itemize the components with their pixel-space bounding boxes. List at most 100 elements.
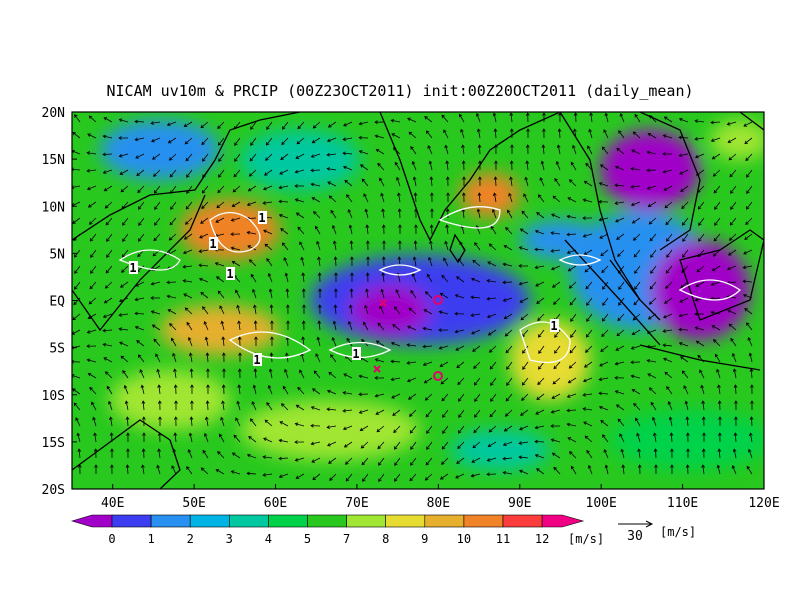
wind-arrow	[201, 185, 209, 194]
wind-arrow	[423, 377, 433, 384]
wind-arrow	[278, 438, 289, 443]
wind-arrow	[120, 281, 129, 288]
wind-arrow	[76, 432, 81, 443]
wind-arrow	[505, 227, 513, 235]
wind-arrow	[326, 389, 337, 395]
wind-arrow	[710, 310, 721, 315]
wind-arrow	[474, 409, 481, 418]
wind-arrow	[294, 184, 305, 188]
wind-arrow	[570, 465, 577, 475]
wind-arrow	[634, 265, 641, 274]
wind-arrow	[235, 417, 241, 427]
wind-arrow	[747, 448, 753, 459]
wind-arrow	[455, 473, 465, 479]
wind-arrow	[87, 133, 97, 139]
wind-arrow	[343, 441, 353, 448]
colorbar-label: 4	[265, 532, 272, 546]
wind-arrow	[636, 432, 641, 443]
wind-arrow	[648, 297, 657, 305]
colorbar-label: 5	[304, 532, 311, 546]
wind-arrow	[377, 162, 385, 171]
wind-arrow	[342, 391, 353, 395]
wind-arrow	[93, 432, 97, 443]
wind-arrow	[587, 464, 593, 475]
wind-arrow	[102, 134, 113, 139]
wind-arrow	[94, 464, 98, 475]
wind-arrow	[744, 137, 753, 145]
wind-arrow	[246, 230, 257, 235]
x-tick-label: 70E	[345, 496, 368, 511]
wind-arrow	[342, 408, 353, 413]
wind-arrow	[585, 329, 593, 338]
wind-arrow	[299, 241, 305, 251]
wind-arrow	[566, 408, 577, 413]
wind-arrow	[502, 441, 513, 447]
wind-arrow	[637, 464, 642, 475]
wind-arrow	[429, 192, 434, 203]
wind-arrow	[685, 464, 690, 475]
wind-arrow	[526, 128, 530, 139]
wind-arrow	[490, 225, 497, 235]
wind-arrow	[102, 328, 113, 333]
wind-arrow	[697, 201, 705, 210]
wind-arrow	[409, 473, 417, 482]
wind-arrow	[734, 416, 738, 427]
wind-arrow	[489, 361, 497, 370]
wind-arrow	[326, 152, 337, 157]
wind-arrow	[440, 377, 449, 385]
wind-arrow	[220, 320, 225, 331]
wind-arrow	[743, 249, 753, 255]
wind-arrow	[588, 128, 593, 139]
wind-arrow	[332, 240, 337, 251]
wind-arrow	[281, 137, 289, 146]
wind-arrow	[167, 137, 177, 144]
wind-arrow	[198, 277, 209, 283]
wind-arrow	[454, 329, 465, 334]
wind-arrow	[204, 336, 209, 347]
wind-arrow	[681, 370, 689, 379]
colorbar-label: 0	[108, 532, 115, 546]
wind-arrow	[253, 368, 258, 379]
wind-arrow	[185, 201, 193, 210]
wind-arrow	[538, 361, 545, 370]
wind-arrow	[598, 405, 609, 411]
wind-arrow	[414, 224, 418, 235]
wind-arrow	[286, 320, 290, 331]
wind-arrow	[280, 228, 289, 235]
wind-arrow	[424, 291, 433, 299]
contour-label-bg	[129, 261, 138, 274]
wind-arrow	[630, 201, 641, 207]
wind-arrow	[583, 180, 593, 187]
wind-arrow	[472, 441, 481, 449]
wind-arrow	[285, 288, 290, 299]
wind-arrow	[295, 212, 305, 219]
wind-arrow	[390, 359, 401, 364]
wind-arrow	[701, 400, 706, 411]
wind-arrow	[109, 416, 113, 427]
colorbar-swatch	[189, 514, 230, 528]
wind-arrow	[616, 147, 625, 155]
wind-arrow	[72, 374, 81, 379]
wind-arrow	[301, 320, 306, 331]
wind-arrow	[586, 297, 593, 306]
wind-arrow	[477, 144, 482, 155]
y-tick-label: 20N	[42, 106, 65, 121]
wind-arrow	[122, 369, 129, 379]
wind-arrow	[506, 361, 513, 370]
wind-arrow	[717, 448, 722, 459]
wind-arrow	[701, 448, 706, 459]
wind-arrow	[184, 217, 193, 225]
wind-arrow	[583, 421, 593, 427]
wind-arrow	[381, 272, 386, 283]
wind-arrow	[231, 260, 241, 267]
wind-arrow	[393, 441, 401, 450]
colorbar-swatch	[385, 514, 426, 528]
wind-arrow	[551, 281, 561, 288]
x-tick-label: 80E	[427, 496, 450, 511]
wind-arrow	[397, 208, 402, 219]
wind-arrow	[342, 425, 353, 431]
wind-arrow	[456, 361, 465, 369]
wind-arrow	[151, 324, 161, 331]
wind-arrow	[86, 168, 97, 173]
wind-arrow	[102, 152, 113, 157]
